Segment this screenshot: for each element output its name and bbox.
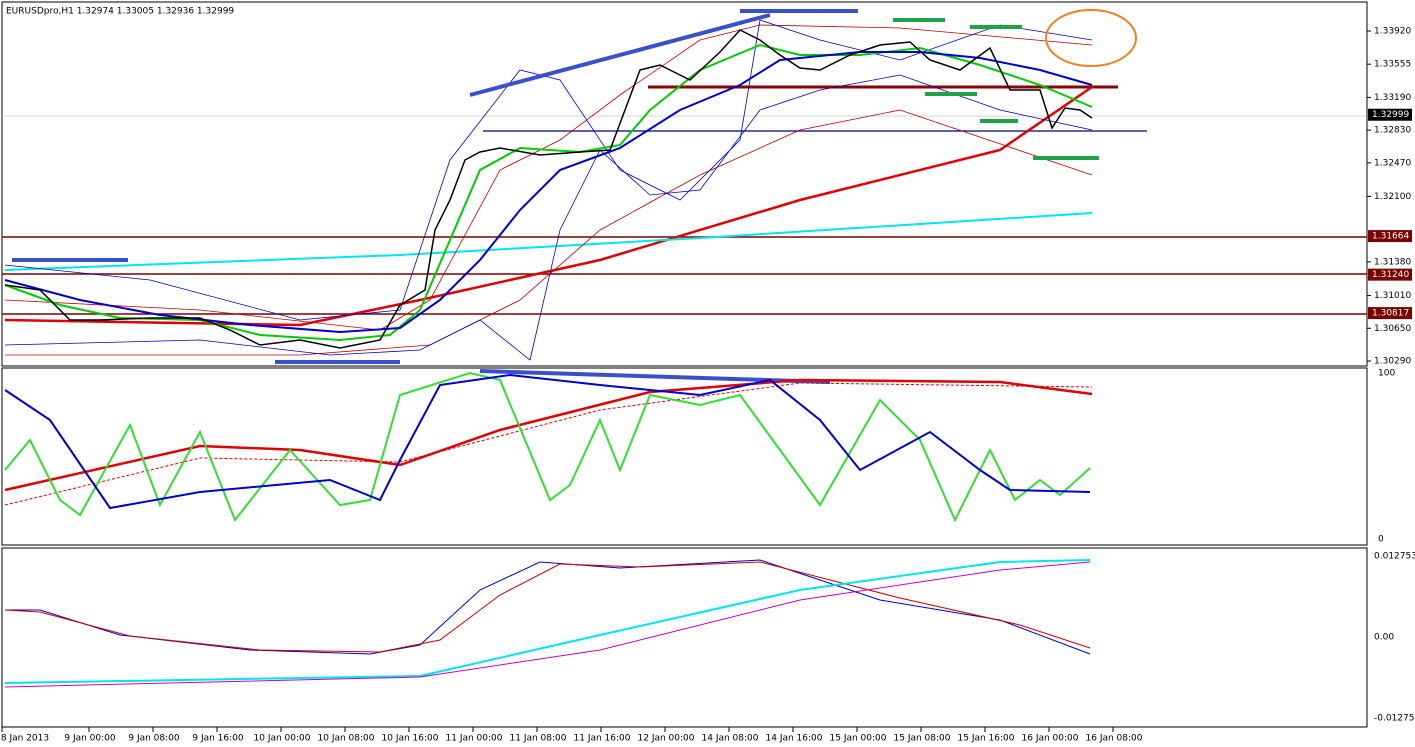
price-label: 1.30650 — [1374, 324, 1411, 334]
price-tag — [1368, 230, 1412, 243]
time-label: 16 Jan 08:00 — [1086, 734, 1143, 744]
price-pane — [1, 1, 1368, 367]
price-label: 1.32470 — [1374, 158, 1411, 168]
macd-label: 0.012753 — [1374, 552, 1415, 562]
highlight-circle — [1045, 9, 1137, 67]
oscillator-drawings — [4, 369, 1093, 523]
price-label: 1.31010 — [1374, 291, 1411, 301]
price-tag — [1368, 108, 1412, 121]
long-ma — [4, 212, 1093, 271]
macd-label: -0.012753 — [1374, 714, 1415, 724]
time-label: 10 Jan 16:00 — [382, 734, 439, 744]
time-label: 11 Jan 16:00 — [574, 734, 631, 744]
price-tag-label: 1.31240 — [1372, 270, 1409, 280]
time-label: 14 Jan 08:00 — [702, 734, 759, 744]
time-label: 16 Jan 00:00 — [1022, 734, 1079, 744]
price-label: 1.33190 — [1374, 93, 1411, 103]
time-label: 10 Jan 08:00 — [318, 734, 375, 744]
time-label: 14 Jan 16:00 — [766, 734, 823, 744]
time-label: 10 Jan 00:00 — [254, 734, 311, 744]
time-label: 15 Jan 00:00 — [830, 734, 887, 744]
price-label: 1.31380 — [1374, 257, 1411, 267]
macd-label: 0.00 — [1374, 633, 1394, 643]
macd-pane — [1, 547, 1368, 728]
oscillator-pane — [1, 367, 1368, 546]
trend-lines — [12, 9, 858, 364]
price-label: 1.32830 — [1374, 126, 1411, 136]
price-label: 1.30290 — [1374, 357, 1411, 367]
oscillator-label: 0 — [1378, 535, 1384, 545]
header-title: EURUSDpro,H1 1.32974 1.33005 1.32936 1.3… — [6, 7, 234, 17]
envelope-lower — [5, 109, 1093, 356]
price-tag — [1368, 307, 1412, 320]
time-label: 9 Jan 08:00 — [128, 734, 180, 744]
time-label: 9 Jan 00:00 — [64, 734, 116, 744]
time-label: 9 Jan 16:00 — [192, 734, 244, 744]
price-tag — [1368, 268, 1412, 281]
slow-ma — [4, 85, 1093, 327]
swing-marks — [893, 18, 1099, 160]
price-drawings — [2, 9, 1367, 364]
time-label: 15 Jan 08:00 — [894, 734, 951, 744]
time-label: 11 Jan 00:00 — [446, 734, 503, 744]
envelope-upper — [4, 24, 1093, 331]
time-label: 12 Jan 00:00 — [638, 734, 695, 744]
time-label: 8 Jan 2013 — [1, 734, 49, 744]
price-line — [4, 29, 1093, 349]
oscillator-label: 100 — [1378, 369, 1395, 379]
price-tag-label: 1.32999 — [1372, 110, 1409, 120]
price-tag-label: 1.31664 — [1372, 232, 1409, 242]
time-label: 11 Jan 08:00 — [510, 734, 567, 744]
axes: 1.33920 1.33555 1.33190 1.32830 1.32470 1.321… — [1, 27, 1415, 744]
price-label: 1.32100 — [1374, 192, 1411, 202]
price-label: 1.33920 — [1374, 27, 1411, 37]
price-label: 1.33555 — [1374, 60, 1411, 70]
price-tag-label: 1.30817 — [1372, 309, 1409, 319]
macd-drawings — [4, 559, 1091, 688]
time-label: 15 Jan 16:00 — [958, 734, 1015, 744]
